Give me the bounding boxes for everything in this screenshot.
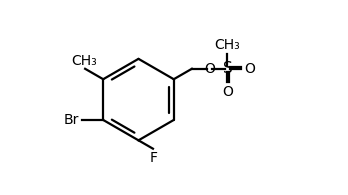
Text: S: S — [222, 61, 232, 76]
Text: O: O — [204, 62, 215, 76]
Text: F: F — [150, 151, 158, 165]
Text: O: O — [222, 85, 233, 99]
Text: CH₃: CH₃ — [71, 54, 97, 68]
Text: Br: Br — [64, 113, 79, 127]
Text: O: O — [244, 62, 255, 76]
Text: CH₃: CH₃ — [214, 38, 240, 52]
